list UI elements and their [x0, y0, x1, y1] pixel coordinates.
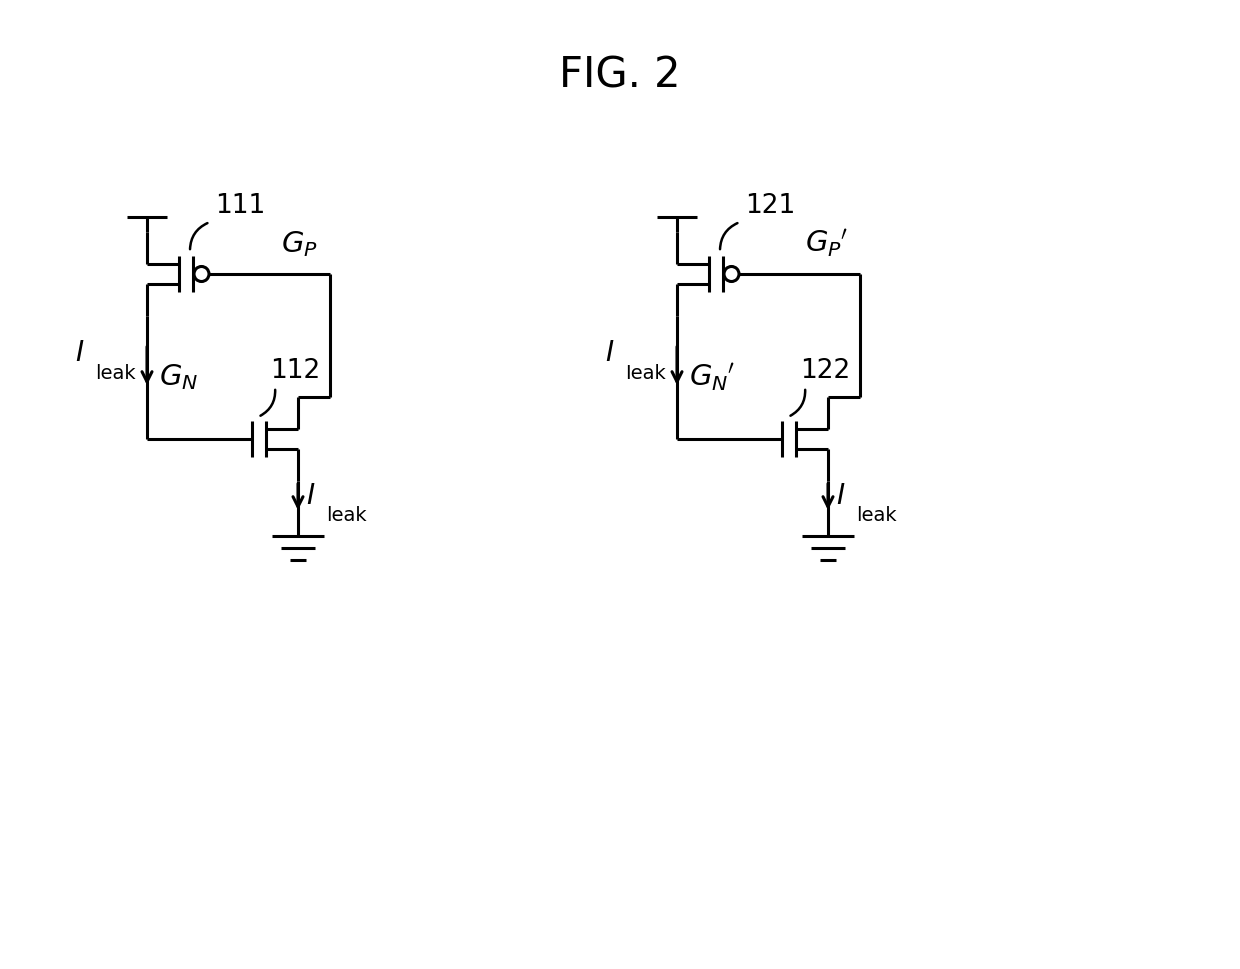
Text: 112: 112 — [270, 358, 320, 384]
Text: 111: 111 — [215, 193, 265, 219]
Text: $I$: $I$ — [74, 340, 84, 367]
Text: 121: 121 — [745, 193, 795, 219]
Text: FIG. 2: FIG. 2 — [559, 54, 681, 96]
Text: $G_P{}'$: $G_P{}'$ — [805, 227, 848, 259]
Text: 122: 122 — [800, 358, 851, 384]
Text: $I$: $I$ — [306, 484, 315, 511]
Text: $G_P$: $G_P$ — [281, 230, 317, 259]
Text: $G_N$: $G_N$ — [159, 362, 198, 392]
Text: leak: leak — [856, 507, 897, 525]
Text: $G_N{}'$: $G_N{}'$ — [689, 361, 735, 393]
Text: $I$: $I$ — [605, 340, 614, 367]
Text: $I$: $I$ — [836, 484, 846, 511]
Text: leak: leak — [95, 364, 135, 384]
Text: Ieak: Ieak — [625, 364, 666, 384]
Text: leak: leak — [326, 507, 367, 525]
